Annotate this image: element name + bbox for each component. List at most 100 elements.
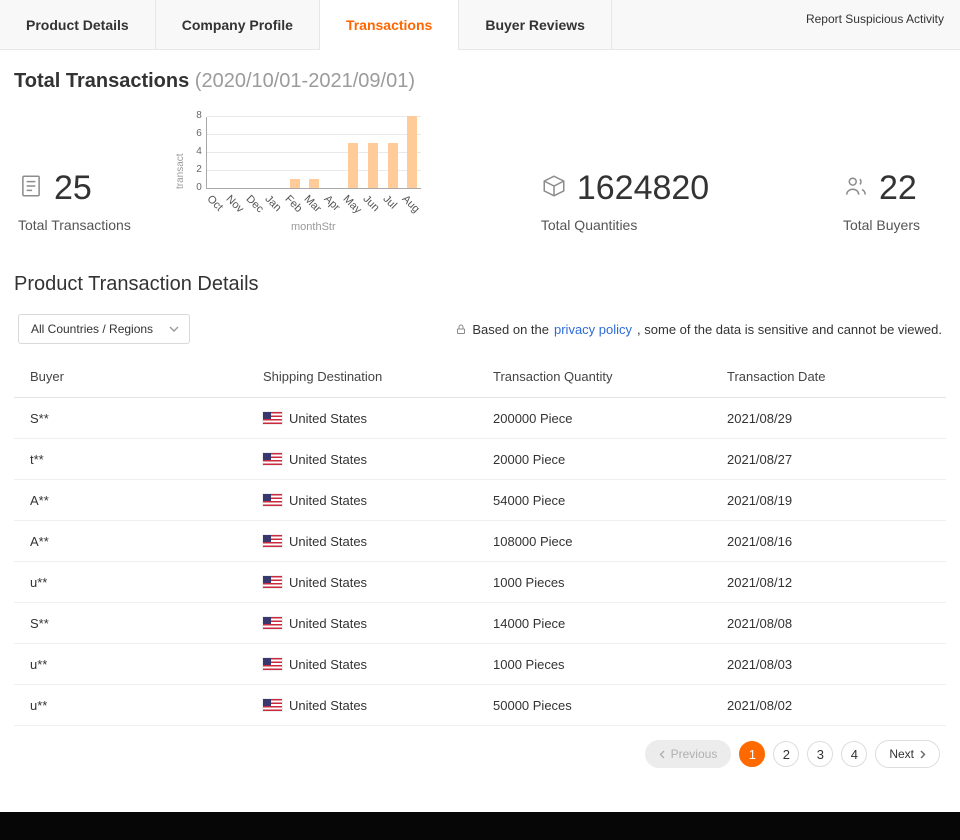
chart-bar	[309, 179, 320, 188]
table-row: u** United States 50000 Pieces 2021/08/0…	[14, 685, 946, 726]
stat-value: 22	[878, 168, 917, 207]
privacy-note: Based on the privacy policy , some of th…	[455, 322, 942, 337]
tab-company-profile[interactable]: Company Profile	[155, 0, 320, 49]
privacy-policy-link[interactable]: privacy policy	[554, 321, 633, 337]
chart-bar	[367, 143, 378, 188]
chart-y-tick-label: 4	[196, 146, 202, 157]
summary-title-text: Total Transactions	[14, 70, 190, 92]
table-row: A** United States 108000 Piece 2021/08/1…	[14, 521, 946, 562]
package-icon	[541, 173, 567, 204]
pagination: Previous 1 2 3 4 Next	[14, 740, 940, 768]
quantity-cell: 20000 Piece	[493, 451, 566, 467]
buyer-cell: u**	[30, 574, 48, 590]
table-header: Buyer Shipping Destination Transaction Q…	[14, 356, 946, 398]
chart-x-axis-title: monthStr	[291, 221, 336, 233]
stat-label: Total Buyers	[842, 217, 920, 233]
page-1-button[interactable]: 1	[739, 741, 766, 767]
us-flag-icon	[263, 658, 282, 670]
table-row: u** United States 1000 Pieces 2021/08/12	[14, 562, 946, 603]
stat-total-buyers: 22 Total Buyers	[842, 168, 920, 233]
date-cell: 2021/08/27	[727, 451, 793, 467]
us-flag-icon	[263, 699, 282, 711]
chart-x-tick-label: Dec	[243, 193, 266, 216]
chart-plot: 0 2 4 6 8	[196, 111, 421, 193]
chart-x-tick-label: Aug	[399, 193, 422, 216]
date-cell: 2021/08/02	[727, 697, 793, 713]
chevron-left-icon	[659, 750, 665, 759]
buyer-cell: u**	[30, 697, 48, 713]
destination-cell: United States	[263, 616, 493, 631]
column-header-date: Transaction Date	[727, 369, 826, 384]
buyer-cell: S**	[30, 410, 49, 426]
chart-y-axis-title: transact	[174, 153, 186, 189]
column-header-quantity: Transaction Quantity	[493, 369, 613, 384]
destination-cell: United States	[263, 411, 493, 426]
destination-cell: United States	[263, 452, 493, 467]
tab-buyer-reviews[interactable]: Buyer Reviews	[459, 0, 612, 49]
total-transactions-title: Total Transactions (2020/10/01-2021/09/0…	[14, 70, 946, 93]
summary-stats-row: 25 Total Transactions transact 0 2 4 6 8 Oct…	[14, 111, 946, 234]
report-suspicious-activity-link[interactable]: Report Suspicious Activity	[805, 12, 944, 26]
destination-label: United States	[289, 533, 368, 549]
buyer-cell: S**	[30, 615, 49, 631]
destination-cell: United States	[263, 657, 493, 672]
chart-bar	[348, 143, 359, 188]
product-transaction-details-title: Product Transaction Details	[14, 273, 259, 295]
column-header-buyer: Buyer	[30, 369, 64, 384]
destination-cell: United States	[263, 493, 493, 508]
chart-x-tick-label: Apr	[321, 193, 342, 214]
destination-label: United States	[289, 492, 368, 508]
next-label: Next	[889, 747, 914, 761]
tab-transactions[interactable]: Transactions	[319, 0, 460, 50]
date-cell: 2021/08/16	[727, 533, 793, 549]
quantity-cell: 14000 Piece	[493, 615, 566, 631]
privacy-note-suffix: , some of the data is sensitive and cann…	[637, 321, 942, 337]
destination-label: United States	[289, 410, 368, 426]
footer-bar	[0, 812, 960, 840]
tab-product-details[interactable]: Product Details	[0, 0, 156, 49]
chart-bar	[407, 116, 418, 188]
date-cell: 2021/08/12	[727, 574, 793, 590]
page-3-button[interactable]: 3	[807, 741, 834, 767]
page-4-button[interactable]: 4	[841, 741, 868, 767]
quantity-cell: 1000 Pieces	[493, 656, 565, 672]
lock-icon	[455, 323, 467, 336]
column-header-destination: Shipping Destination	[263, 369, 383, 384]
document-icon	[18, 173, 44, 204]
chart-x-tick-label: Jan	[262, 193, 284, 215]
quantity-cell: 1000 Pieces	[493, 574, 565, 590]
chart-y-tick-label: 6	[196, 128, 202, 139]
table-row: u** United States 1000 Pieces 2021/08/03	[14, 644, 946, 685]
destination-cell: United States	[263, 698, 493, 713]
chevron-down-icon	[169, 326, 179, 332]
quantity-cell: 54000 Piece	[493, 492, 566, 508]
buyer-cell: t**	[30, 451, 44, 467]
table-row: t** United States 20000 Piece 2021/08/27	[14, 439, 946, 480]
previous-button[interactable]: Previous	[644, 740, 732, 768]
chart-gridline	[206, 133, 421, 135]
stat-label: Total Quantities	[540, 217, 638, 233]
destination-label: United States	[289, 697, 368, 713]
stat-value: 25	[54, 168, 92, 207]
date-cell: 2021/08/03	[727, 656, 793, 672]
page-2-button[interactable]: 2	[773, 741, 800, 767]
privacy-note-prefix: Based on the	[472, 321, 549, 337]
country-filter-dropdown[interactable]: All Countries / Regions	[18, 314, 191, 344]
buyer-cell: u**	[30, 656, 48, 672]
chart-x-ticks: Oct Nov Dec Jan Feb Mar Apr May Jun Jul Aug	[204, 189, 422, 229]
summary-date-range: (2020/10/01-2021/09/01)	[194, 70, 415, 92]
chart-x-tick-label: Jul	[380, 193, 399, 212]
destination-label: United States	[289, 656, 368, 672]
next-button[interactable]: Next	[875, 740, 940, 768]
chart-y-tick-label: 8	[196, 110, 202, 121]
filter-row: All Countries / Regions Based on the pri…	[14, 314, 946, 344]
destination-cell: United States	[263, 534, 493, 549]
chart-gridline	[206, 115, 421, 117]
buyers-icon	[843, 173, 869, 204]
date-cell: 2021/08/19	[727, 492, 793, 508]
transactions-table: Buyer Shipping Destination Transaction Q…	[14, 356, 946, 726]
date-cell: 2021/08/29	[727, 410, 793, 426]
chart-x-tick-label: Nov	[223, 193, 246, 216]
stat-value: 1624820	[576, 168, 710, 207]
buyer-cell: A**	[30, 533, 49, 549]
